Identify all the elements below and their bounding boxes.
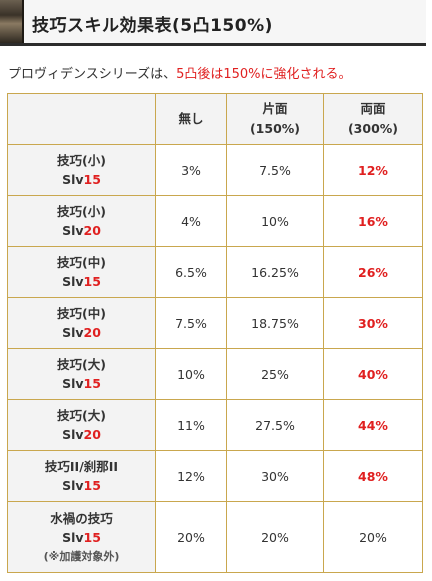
row-skill-cell: 技巧(中) Slv15	[7, 246, 156, 298]
row-skill-cell: 技巧II/刹那II Slv15	[7, 450, 156, 502]
header-single: 片面 (150%)	[226, 93, 324, 145]
value-single: 20%	[226, 501, 324, 573]
value-single: 25%	[226, 348, 324, 400]
value-double: 20%	[323, 501, 423, 573]
value-none: 3%	[155, 144, 227, 196]
intro-prefix: プロヴィデンスシリーズは、	[8, 67, 177, 82]
header-none-label: 無し	[178, 111, 204, 126]
skill-name: 技巧II/刹那II	[44, 459, 119, 474]
value-double: 44%	[323, 399, 423, 451]
header-single-percent: (150%)	[249, 121, 301, 136]
slv-prefix: Slv	[62, 325, 84, 340]
row-skill-cell: 技巧(小) Slv15	[7, 144, 156, 196]
table-row: 水禍の技巧 Slv15 (※加護対象外) 20% 20% 20%	[7, 501, 423, 573]
value-none: 7.5%	[155, 297, 227, 349]
skill-name: 技巧(小)	[57, 204, 106, 219]
row-skill-cell: 水禍の技巧 Slv15 (※加護対象外)	[7, 501, 156, 573]
value-none: 12%	[155, 450, 227, 502]
slv-number: 15	[83, 172, 101, 187]
value-none: 20%	[155, 501, 227, 573]
slv-number: 15	[83, 478, 101, 493]
slv-prefix: Slv	[62, 376, 84, 391]
value-single: 16.25%	[226, 246, 324, 298]
intro-highlight: 5凸後は150%に強化される。	[176, 67, 352, 82]
slv-prefix: Slv	[62, 223, 84, 238]
slv-number: 20	[83, 223, 101, 238]
value-none: 11%	[155, 399, 227, 451]
value-none: 10%	[155, 348, 227, 400]
skill-effect-table: 無し 片面 (150%) 両面 (300%) 技巧(小) Slv15 3% 7.…	[7, 93, 423, 573]
row-skill-cell: 技巧(小) Slv20	[7, 195, 156, 247]
skill-name: 技巧(大)	[57, 357, 106, 372]
skill-level: Slv15	[8, 272, 155, 291]
value-single: 18.75%	[226, 297, 324, 349]
header-double: 両面 (300%)	[323, 93, 423, 145]
skill-level: Slv20	[8, 323, 155, 342]
slv-prefix: Slv	[62, 274, 84, 289]
table-row: 技巧(大) Slv15 10% 25% 40%	[7, 348, 423, 400]
skill-level: Slv15	[8, 476, 155, 495]
table-row: 技巧(中) Slv15 6.5% 16.25% 26%	[7, 246, 423, 298]
table-row: 技巧(大) Slv20 11% 27.5% 44%	[7, 399, 423, 451]
skill-name: 水禍の技巧	[50, 510, 113, 526]
value-double: 12%	[323, 144, 423, 196]
table-header-row: 無し 片面 (150%) 両面 (300%)	[7, 93, 423, 145]
skill-name: 技巧(中)	[57, 306, 106, 321]
header-double-percent: (300%)	[347, 121, 399, 136]
slv-prefix: Slv	[62, 529, 84, 545]
value-single: 10%	[226, 195, 324, 247]
value-single: 30%	[226, 450, 324, 502]
value-none: 6.5%	[155, 246, 227, 298]
skill-name: 技巧(小)	[57, 153, 106, 168]
value-single: 7.5%	[226, 144, 324, 196]
table-row: 技巧(小) Slv15 3% 7.5% 12%	[7, 144, 423, 196]
header-none: 無し	[155, 93, 227, 145]
skill-name: 技巧(大)	[57, 408, 106, 423]
value-none: 4%	[155, 195, 227, 247]
value-double: 30%	[323, 297, 423, 349]
table-row: 技巧II/刹那II Slv15 12% 30% 48%	[7, 450, 423, 502]
header-corner	[7, 93, 156, 145]
header-double-label: 両面	[360, 101, 386, 116]
skill-level: Slv15	[8, 528, 155, 547]
skill-level: Slv20	[8, 221, 155, 240]
header-single-label: 片面	[262, 101, 288, 116]
section-title: 技巧スキル効果表(5凸150%)	[32, 16, 273, 36]
table-row: 技巧(中) Slv20 7.5% 18.75% 30%	[7, 297, 423, 349]
heading-ornament	[0, 0, 24, 43]
row-skill-cell: 技巧(大) Slv15	[7, 348, 156, 400]
value-double: 48%	[323, 450, 423, 502]
slv-prefix: Slv	[62, 172, 84, 187]
row-skill-cell: 技巧(中) Slv20	[7, 297, 156, 349]
value-double: 26%	[323, 246, 423, 298]
skill-note: (※加護対象外)	[43, 549, 120, 563]
slv-number: 20	[83, 325, 101, 340]
skill-level: Slv20	[8, 425, 155, 444]
slv-number: 15	[83, 529, 101, 545]
slv-prefix: Slv	[62, 427, 84, 442]
intro-text: プロヴィデンスシリーズは、5凸後は150%に強化される。	[8, 63, 352, 82]
slv-number: 20	[83, 427, 101, 442]
row-skill-cell: 技巧(大) Slv20	[7, 399, 156, 451]
slv-number: 15	[83, 376, 101, 391]
value-double: 40%	[323, 348, 423, 400]
skill-name: 技巧(中)	[57, 255, 106, 270]
slv-number: 15	[83, 274, 101, 289]
value-single: 27.5%	[226, 399, 324, 451]
value-double: 16%	[323, 195, 423, 247]
table-row: 技巧(小) Slv20 4% 10% 16%	[7, 195, 423, 247]
skill-level: Slv15	[8, 170, 155, 189]
slv-prefix: Slv	[62, 478, 84, 493]
skill-level: Slv15	[8, 374, 155, 393]
section-heading: 技巧スキル効果表(5凸150%)	[0, 0, 426, 46]
